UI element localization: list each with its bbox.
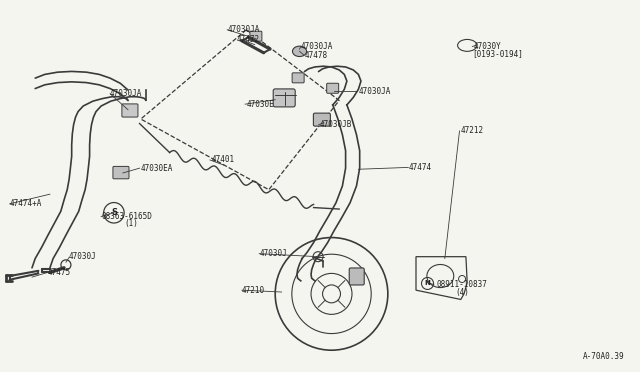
Text: 47401: 47401 [211,155,234,164]
Text: [0193-0194]: [0193-0194] [472,49,523,58]
Text: 47475: 47475 [48,268,71,277]
Text: N: N [424,280,431,286]
Text: 47030Y: 47030Y [474,42,501,51]
Text: 08363-6165D: 08363-6165D [101,212,152,221]
Text: 47472: 47472 [237,35,260,44]
Text: 08911-10837: 08911-10837 [436,280,487,289]
Text: A-70A0.39: A-70A0.39 [582,352,624,361]
Text: 47212: 47212 [461,126,484,135]
Text: 47030JA: 47030JA [227,25,260,34]
Text: 47474+A: 47474+A [10,199,42,208]
Text: 47478: 47478 [305,51,328,60]
Ellipse shape [292,46,307,57]
Text: 47030JA: 47030JA [358,87,391,96]
Text: 47030E: 47030E [246,100,274,109]
FancyBboxPatch shape [314,113,330,126]
Text: 47474: 47474 [408,163,431,172]
FancyBboxPatch shape [326,83,339,93]
Text: 47210: 47210 [242,286,265,295]
FancyBboxPatch shape [349,268,364,285]
FancyBboxPatch shape [292,73,304,83]
Text: 47030JB: 47030JB [320,120,353,129]
Text: 47030JA: 47030JA [301,42,333,51]
Text: 47030J: 47030J [259,249,287,258]
Text: S: S [111,208,117,217]
FancyBboxPatch shape [113,166,129,179]
FancyBboxPatch shape [122,104,138,117]
FancyBboxPatch shape [250,31,262,41]
Text: (4): (4) [456,288,470,297]
Text: 47030JA: 47030JA [110,89,143,98]
Text: 47030J: 47030J [69,252,97,261]
FancyBboxPatch shape [273,89,295,107]
Text: 47030EA: 47030EA [141,164,173,173]
Text: (1): (1) [125,219,139,228]
